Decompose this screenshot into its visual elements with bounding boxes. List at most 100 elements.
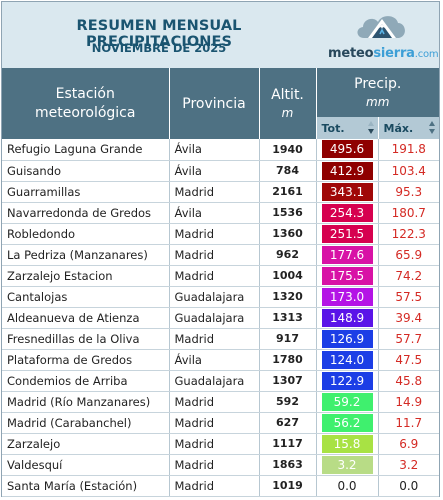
max-precip-cell: 11.7 [378,412,439,434]
max-precip-cell: 57.7 [378,328,439,350]
total-precip-value: 412.9 [321,161,373,180]
mountain-cloud-icon [357,16,405,38]
altitude-column-header: Altit. m [259,68,317,139]
total-precip-value: 126.9 [321,329,373,348]
altitude-cell: 1863 [259,454,317,476]
table-row[interactable]: Robledondo Madrid 1360 251.5 122.3 [2,223,439,245]
sort-desc-icon[interactable] [367,121,375,135]
precipitation-table: Estación meteorológica Provincia Altit. m … [2,68,439,497]
station-name: Robledondo [2,223,170,245]
total-precip-cell: 59.2 [316,391,379,413]
altitude-cell: 1313 [259,307,317,329]
altitude-cell: 1307 [259,370,317,392]
max-precip-cell: 122.3 [378,223,439,245]
table-row[interactable]: Zarzalejo Estacion Madrid 1004 175.5 74.2 [2,265,439,287]
total-precip-value: 175.5 [321,266,373,285]
max-precip-cell: 45.8 [378,370,439,392]
total-precip-value: 0.0 [321,476,373,495]
total-precip-cell: 126.9 [316,328,379,350]
table-row[interactable]: Plataforma de Gredos Ávila 1780 124.0 47.5 [2,349,439,371]
station-name: Santa María (Estación) [2,475,170,497]
total-precip-cell: 495.6 [316,139,379,161]
total-column-header[interactable]: Tot. [316,117,379,139]
station-name: Guisando [2,160,170,182]
province-cell: Guadalajara [169,307,260,329]
max-precip-cell: 39.4 [378,307,439,329]
station-name: Plataforma de Gredos [2,349,170,371]
max-precip-cell: 0.0 [378,475,439,497]
altitude-cell: 1004 [259,265,317,287]
sort-icon[interactable] [429,121,436,135]
total-precip-cell: 254.3 [316,202,379,224]
max-precip-cell: 57.5 [378,286,439,308]
total-precip-cell: 177.6 [316,244,379,266]
altitude-cell: 2161 [259,181,317,203]
table-row[interactable]: Valdesquí Madrid 1863 3.2 3.2 [2,454,439,476]
max-precip-cell: 74.2 [378,265,439,287]
total-precip-cell: 173.0 [316,286,379,308]
meteosierra-logo[interactable]: meteosierra.com [322,8,439,64]
total-precip-value: 124.0 [321,350,373,369]
table-row[interactable]: Madrid (Carabanchel) Madrid 627 56.2 11.7 [2,412,439,434]
max-precip-cell: 95.3 [378,181,439,203]
total-precip-cell: 15.8 [316,433,379,455]
total-precip-value: 148.9 [321,308,373,327]
total-precip-value: 59.2 [321,392,373,411]
table-body: Refugio Laguna Grande Ávila 1940 495.6 191.8… [2,139,439,497]
table-row[interactable]: Madrid (Río Manzanares) Madrid 592 59.2 14.9 [2,391,439,413]
station-name: Aldeanueva de Atienza [2,307,170,329]
province-cell: Ávila [169,349,260,371]
table-row[interactable]: Condemios de Arriba Guadalajara 1307 122.9 4… [2,370,439,392]
province-cell: Madrid [169,454,260,476]
total-precip-value: 15.8 [321,434,373,453]
table-row[interactable]: Aldeanueva de Atienza Guadalajara 1313 148.… [2,307,439,329]
max-precip-cell: 180.7 [378,202,439,224]
table-row[interactable]: Zarzalejo Madrid 1117 15.8 6.9 [2,433,439,455]
altitude-cell: 1117 [259,433,317,455]
total-precip-cell: 343.1 [316,181,379,203]
station-name: Madrid (Carabanchel) [2,412,170,434]
province-cell: Madrid [169,265,260,287]
altitude-cell: 1940 [259,139,317,161]
station-name: Madrid (Río Manzanares) [2,391,170,413]
table-row[interactable]: Guarramillas Madrid 2161 343.1 95.3 [2,181,439,203]
total-precip-value: 254.3 [321,203,373,222]
table-row[interactable]: Fresnedillas de la Oliva Madrid 917 126.9 57… [2,328,439,350]
station-column-header: Estación meteorológica [2,68,170,139]
station-name: Cantalojas [2,286,170,308]
altitude-cell: 592 [259,391,317,413]
station-name: Zarzalejo [2,433,170,455]
max-precip-cell: 103.4 [378,160,439,182]
total-precip-value: 495.6 [321,140,373,159]
table-row[interactable]: Cantalojas Guadalajara 1320 173.0 57.5 [2,286,439,308]
province-cell: Ávila [169,202,260,224]
table-row[interactable]: Guisando Ávila 784 412.9 103.4 [2,160,439,182]
province-cell: Madrid [169,412,260,434]
max-precip-cell: 14.9 [378,391,439,413]
province-cell: Ávila [169,139,260,161]
total-precip-cell: 251.5 [316,223,379,245]
page-subtitle: NOVIEMBRE DE 2025 [91,41,227,55]
station-name: Zarzalejo Estacion [2,265,170,287]
province-cell: Ávila [169,160,260,182]
total-precip-cell: 412.9 [316,160,379,182]
total-precip-value: 173.0 [321,287,373,306]
max-precip-cell: 65.9 [378,244,439,266]
province-cell: Madrid [169,181,260,203]
province-cell: Madrid [169,391,260,413]
table-row[interactable]: Navarredonda de Gredos Ávila 1536 254.3 180.… [2,202,439,224]
province-cell: Madrid [169,244,260,266]
table-row[interactable]: Santa María (Estación) Madrid 1019 0.0 0.0 [2,475,439,497]
table-row[interactable]: La Pedriza (Manzanares) Madrid 962 177.6 65.… [2,244,439,266]
total-precip-cell: 0.0 [316,475,379,497]
province-cell: Madrid [169,433,260,455]
max-precip-cell: 47.5 [378,349,439,371]
altitude-cell: 1320 [259,286,317,308]
max-column-header[interactable]: Máx. [378,117,439,139]
brand-name: meteosierra.com [328,46,439,61]
province-cell: Guadalajara [169,286,260,308]
max-precip-cell: 191.8 [378,139,439,161]
table-row[interactable]: Refugio Laguna Grande Ávila 1940 495.6 191.8 [2,139,439,161]
province-cell: Madrid [169,328,260,350]
